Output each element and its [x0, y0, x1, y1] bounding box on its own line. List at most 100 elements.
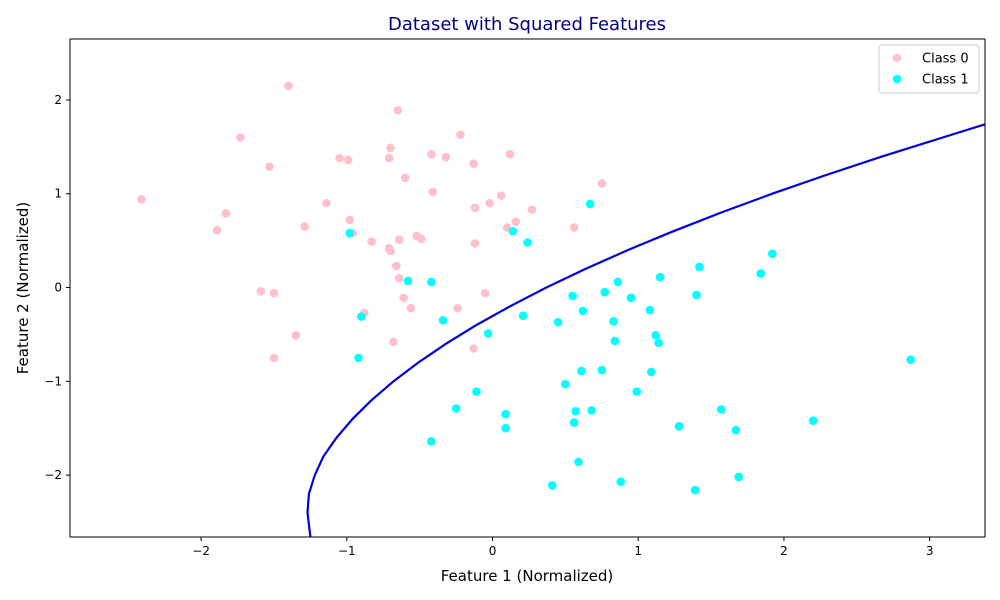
point-class-0-26 — [427, 150, 436, 159]
point-class-1-39 — [690, 485, 700, 495]
legend-marker-0 — [892, 53, 902, 63]
point-class-0-40 — [511, 217, 521, 227]
point-class-1-31 — [626, 293, 636, 303]
point-class-1-44 — [734, 472, 744, 482]
point-class-0-6 — [300, 222, 309, 231]
point-class-0-9 — [343, 155, 353, 165]
data-points — [137, 81, 915, 495]
point-class-1-5 — [438, 316, 448, 325]
point-class-1-35 — [651, 331, 661, 340]
x-tick-label-3: 1 — [634, 544, 642, 558]
point-class-0-43 — [597, 179, 607, 188]
point-class-0-20 — [394, 273, 404, 283]
point-class-0-12 — [367, 237, 376, 246]
point-class-0-17 — [392, 261, 401, 271]
point-class-1-23 — [585, 199, 595, 209]
point-class-1-13 — [518, 311, 528, 320]
x-tick-label-5: 3 — [926, 544, 934, 558]
point-class-1-28 — [610, 336, 620, 346]
point-class-0-36 — [485, 198, 494, 208]
point-class-0-31 — [469, 159, 478, 169]
point-class-1-18 — [569, 418, 579, 427]
chart-title: Dataset with Squared Features — [388, 14, 666, 35]
point-class-1-16 — [561, 379, 570, 389]
point-class-0-19 — [394, 235, 404, 245]
legend-label-0: Class 0 — [922, 52, 969, 67]
point-class-0-8 — [335, 153, 344, 163]
point-class-1-43 — [731, 425, 741, 435]
point-class-1-34 — [647, 367, 656, 377]
y-tick-label-4: 2 — [54, 93, 62, 107]
x-tick-label-0: −2 — [192, 544, 210, 558]
point-class-0-30 — [456, 130, 465, 139]
point-class-1-12 — [508, 226, 518, 236]
point-class-0-39 — [505, 150, 515, 159]
point-class-0-4 — [265, 162, 274, 171]
point-class-0-37 — [496, 191, 506, 200]
x-tick-label-1: −1 — [338, 544, 356, 558]
point-class-0-0 — [137, 195, 146, 204]
point-class-1-25 — [597, 365, 607, 375]
point-class-0-25 — [416, 234, 426, 244]
point-class-1-0 — [345, 228, 355, 238]
point-class-0-21 — [399, 293, 408, 303]
plot-frame — [69, 38, 986, 538]
point-class-0-16 — [386, 246, 395, 256]
point-class-1-26 — [600, 287, 610, 297]
point-class-1-2 — [357, 312, 366, 321]
point-class-0-34 — [469, 344, 478, 353]
legend-marker-1 — [892, 74, 902, 84]
point-class-0-2 — [221, 209, 231, 218]
point-class-1-1 — [354, 353, 363, 363]
point-class-1-17 — [568, 291, 577, 301]
point-class-0-35 — [480, 288, 490, 298]
point-class-0-28 — [441, 152, 451, 162]
y-tick-label-2: 0 — [54, 281, 62, 295]
point-class-1-4 — [427, 277, 436, 287]
point-class-1-36 — [654, 338, 663, 348]
point-class-0-3 — [236, 133, 245, 142]
point-class-0-46 — [291, 331, 301, 340]
point-class-0-22 — [400, 173, 410, 183]
point-class-0-13 — [384, 153, 394, 163]
point-class-0-45 — [269, 288, 279, 298]
point-class-0-47 — [269, 353, 279, 363]
point-class-0-5 — [284, 81, 293, 91]
point-class-0-32 — [470, 239, 480, 248]
y-tick-label-1: −1 — [44, 374, 62, 388]
point-class-1-37 — [655, 272, 665, 282]
point-class-1-46 — [767, 249, 777, 259]
point-class-1-29 — [613, 277, 623, 287]
point-class-1-14 — [523, 238, 532, 247]
plot-area: −2 −1 0 1 2 3 −2 −1 0 1 2 — [44, 38, 986, 558]
point-class-1-3 — [403, 276, 413, 286]
point-class-1-38 — [674, 422, 684, 431]
y-tick-label-3: 1 — [54, 187, 62, 201]
point-class-1-10 — [501, 409, 510, 419]
point-class-0-42 — [569, 223, 579, 232]
point-class-1-30 — [616, 477, 626, 486]
x-tick-label-4: 2 — [780, 544, 788, 558]
point-class-1-41 — [695, 262, 704, 272]
legend-box — [878, 44, 980, 94]
point-class-1-33 — [645, 305, 655, 315]
point-class-0-29 — [453, 303, 462, 313]
x-axis-title: Feature 1 (Normalized) — [441, 567, 614, 585]
point-class-1-48 — [906, 355, 915, 365]
point-class-1-22 — [578, 306, 588, 316]
point-class-1-27 — [609, 316, 618, 326]
point-class-1-47 — [808, 416, 818, 426]
point-class-1-49 — [547, 481, 557, 490]
point-class-1-21 — [577, 366, 586, 376]
point-class-1-15 — [553, 317, 563, 327]
point-class-0-49 — [389, 337, 398, 347]
decision-boundary-curve — [306, 123, 985, 537]
point-class-0-18 — [393, 105, 403, 115]
point-class-0-23 — [406, 303, 416, 313]
point-class-0-44 — [256, 286, 266, 296]
legend: Class 0 Class 1 — [878, 44, 980, 94]
y-tick-label-0: −2 — [44, 468, 62, 482]
point-class-0-33 — [470, 203, 480, 213]
